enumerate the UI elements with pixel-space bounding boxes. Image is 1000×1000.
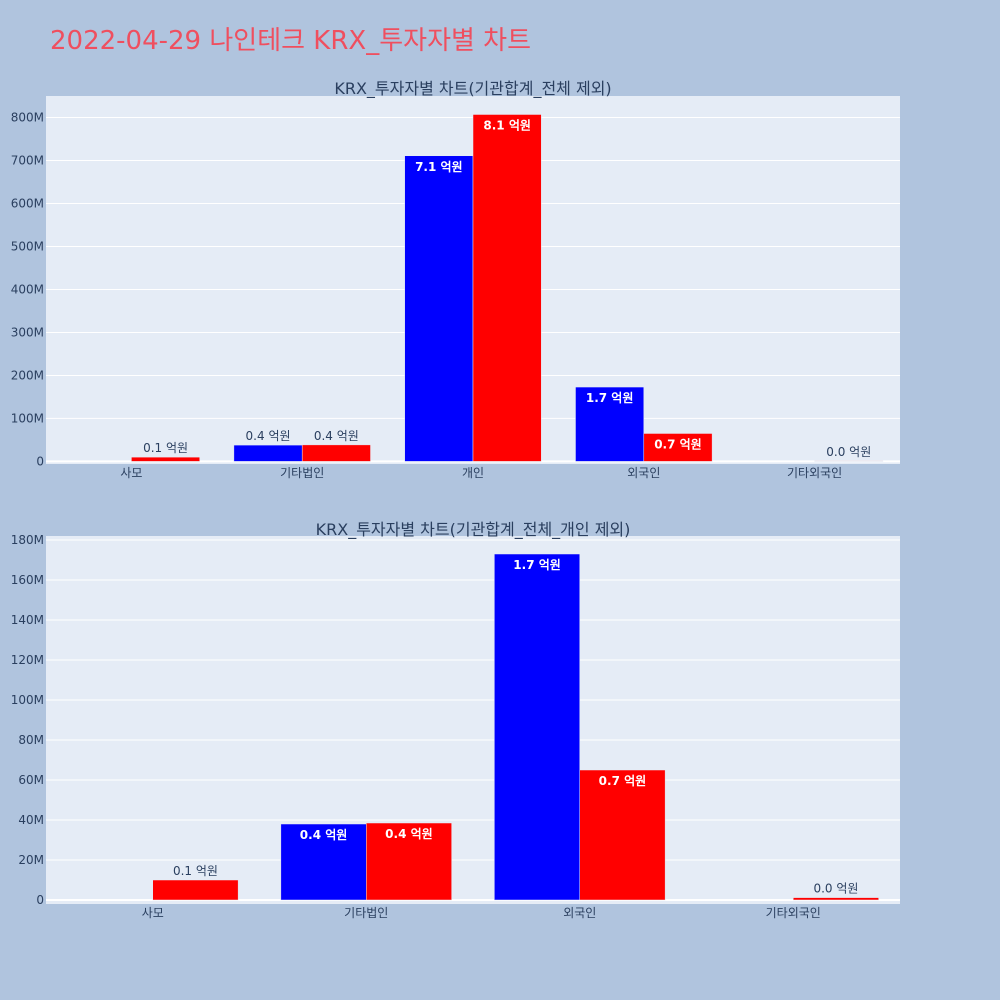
bar-value-label: 0.1 억원 (143, 441, 188, 455)
bar-value-label: 1.7 억원 (513, 558, 561, 572)
bar (814, 460, 884, 462)
y-tick-label: 40M (18, 813, 44, 827)
bar-value-label: 1.7 억원 (586, 391, 634, 405)
x-tick-label: 사모 (142, 906, 164, 920)
bar (280, 823, 367, 901)
bar-value-label: 0.4 억원 (314, 429, 359, 443)
y-tick-label: 0 (36, 893, 44, 907)
bar (579, 769, 666, 901)
bar (643, 433, 713, 462)
plot-area (46, 536, 900, 904)
chart-title: KRX_투자자별 차트(기관합계_전체_개인 제외) (316, 520, 631, 540)
bar (366, 822, 452, 901)
x-tick-label: 사모 (120, 466, 142, 480)
y-tick-label: 100M (11, 411, 44, 425)
y-tick-label: 180M (11, 533, 44, 547)
bar (233, 444, 303, 462)
bar-value-label: 0.7 억원 (599, 774, 647, 788)
bar-value-label: 0.4 억원 (300, 828, 348, 842)
x-tick-label: 외국인 (563, 906, 596, 920)
x-tick-label: 기타법인 (344, 906, 388, 920)
y-tick-label: 800M (11, 110, 44, 124)
bar-value-label: 0.7 억원 (654, 437, 702, 451)
bar-value-label: 0.0 억원 (813, 882, 858, 896)
y-tick-label: 700M (11, 153, 44, 167)
bar (301, 444, 371, 462)
x-tick-label: 개인 (462, 466, 484, 480)
y-tick-label: 160M (11, 573, 44, 587)
y-tick-label: 600M (11, 196, 44, 210)
y-tick-label: 300M (11, 325, 44, 339)
bar (793, 897, 879, 901)
x-tick-label: 기타외국인 (787, 466, 842, 480)
chart-title: KRX_투자자별 차트(기관합계_전체 제외) (334, 79, 611, 99)
x-tick-label: 외국인 (627, 466, 660, 480)
page-title: 2022-04-29 나인테크 KRX_투자자별 차트 (50, 26, 531, 56)
bar-value-label: 0.0 억원 (826, 445, 871, 459)
chart-excluding-individual: KRX_투자자별 차트(기관합계_전체_개인 제외) 0 20M 40M 60M 80M 1… (11, 520, 900, 920)
y-tick-label: 500M (11, 239, 44, 253)
x-tick-label: 기타법인 (280, 466, 324, 480)
y-tick-label: 0 (36, 454, 44, 468)
bar (152, 879, 239, 901)
y-tick-label: 60M (18, 773, 44, 787)
chart-all: KRX_투자자별 차트(기관합계_전체 제외) 0 100M 200M 300M 400M… (11, 79, 900, 480)
bar (404, 155, 474, 462)
y-tick-label: 100M (11, 693, 44, 707)
bar (494, 553, 581, 901)
bar-value-label: 0.1 억원 (173, 864, 218, 878)
bar (131, 456, 200, 462)
y-tick-label: 120M (11, 653, 44, 667)
bar-value-label: 0.4 억원 (246, 429, 291, 443)
bar-value-label: 8.1 억원 (483, 118, 531, 132)
bar (472, 114, 542, 462)
bar (575, 386, 645, 462)
bar-value-label: 7.1 억원 (415, 160, 463, 174)
y-tick-label: 200M (11, 368, 44, 382)
y-tick-label: 400M (11, 282, 44, 296)
y-tick-label: 80M (18, 733, 44, 747)
y-tick-label: 20M (18, 853, 44, 867)
bar-value-label: 0.4 억원 (385, 827, 433, 841)
x-tick-label: 기타외국인 (766, 906, 821, 920)
y-tick-label: 140M (11, 613, 44, 627)
